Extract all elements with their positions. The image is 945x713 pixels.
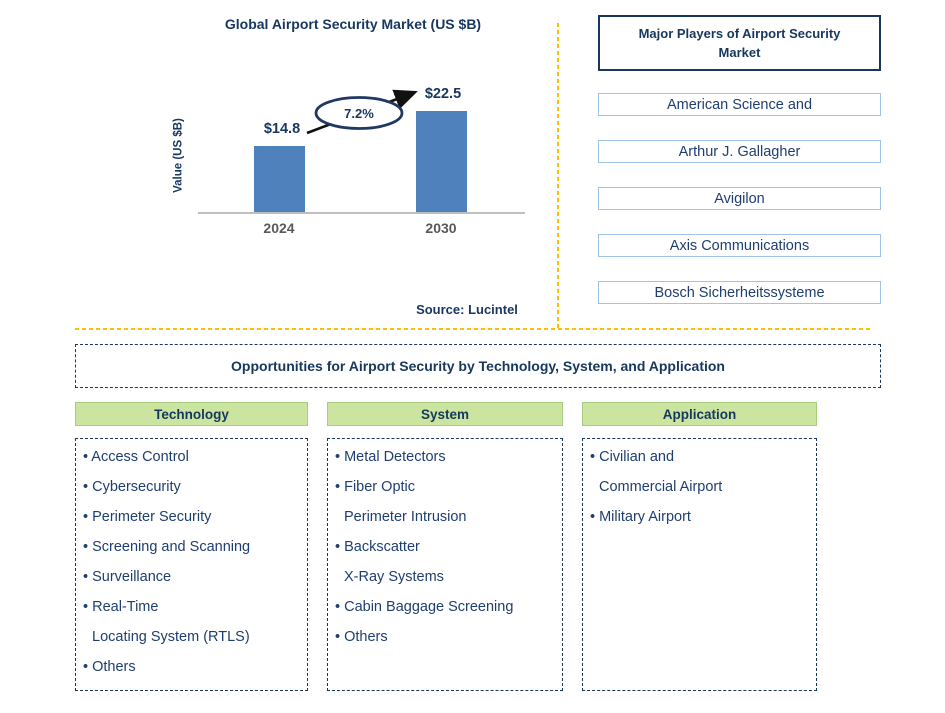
list-item: • Others [335, 629, 388, 645]
list-item: • Access Control [83, 449, 189, 465]
list-item: Locating System (RTLS) [92, 629, 250, 645]
list-item: Perimeter Intrusion [344, 509, 467, 525]
bar-2024 [254, 146, 305, 212]
system-column-header: System [327, 402, 563, 426]
list-item: • Backscatter [335, 539, 420, 555]
opportunities-banner-title: Opportunities for Airport Security by Te… [231, 358, 725, 374]
vertical-divider [557, 23, 559, 329]
x-axis-line [198, 212, 525, 214]
player-item: Bosch Sicherheitssysteme [598, 281, 881, 304]
player-item: Arthur J. Gallagher [598, 140, 881, 163]
application-column-header: Application [582, 402, 817, 426]
list-item: • Others [83, 659, 136, 675]
y-axis-label: Value (US $B) [172, 118, 185, 193]
cagr-ellipse [314, 96, 404, 130]
system-list: • Metal Detectors • Fiber Optic Perimeter … [327, 438, 563, 691]
list-item: X-Ray Systems [344, 569, 444, 585]
technology-list: • Access Control • Cybersecurity • Perimet… [75, 438, 308, 691]
list-item: Commercial Airport [599, 479, 723, 495]
value-label-2030: $22.5 [424, 86, 462, 102]
players-panel-title: Major Players of Airport Security Market [598, 15, 881, 71]
horizontal-divider [75, 328, 870, 330]
chart-title: Global Airport Security Market (US $B) [224, 16, 482, 32]
list-item: • Surveillance [83, 569, 172, 585]
technology-column-header: Technology [75, 402, 308, 426]
player-item: American Science and [598, 93, 881, 116]
player-item: Avigilon [598, 187, 881, 210]
category-label-2030: 2030 [425, 220, 457, 236]
players-list: American Science and Arthur J. Gallagher A… [598, 93, 881, 304]
list-item: • Cabin Baggage Screening [335, 599, 514, 615]
player-item: Axis Communications [598, 234, 881, 257]
list-item: • Metal Detectors [335, 449, 446, 465]
list-item: • Fiber Optic [335, 479, 416, 495]
list-item: • Real-Time [83, 599, 159, 615]
cagr-annotation: 7.2% [306, 89, 418, 135]
list-item: • Screening and Scanning [83, 539, 251, 555]
list-item: • Perimeter Security [83, 509, 212, 525]
list-item: • Civilian and [590, 449, 675, 465]
cagr-value: 7.2% [344, 106, 374, 121]
bar-2030 [416, 111, 467, 212]
opportunities-banner: Opportunities for Airport Security by Te… [75, 344, 881, 388]
application-list: • Civilian and Commercial Airport • Milita… [582, 438, 817, 691]
value-label-2024: $14.8 [263, 121, 301, 137]
list-item: • Cybersecurity [83, 479, 181, 495]
category-label-2024: 2024 [263, 220, 295, 236]
list-item: • Military Airport [590, 509, 691, 525]
source-note: Source: Lucintel [416, 302, 518, 317]
